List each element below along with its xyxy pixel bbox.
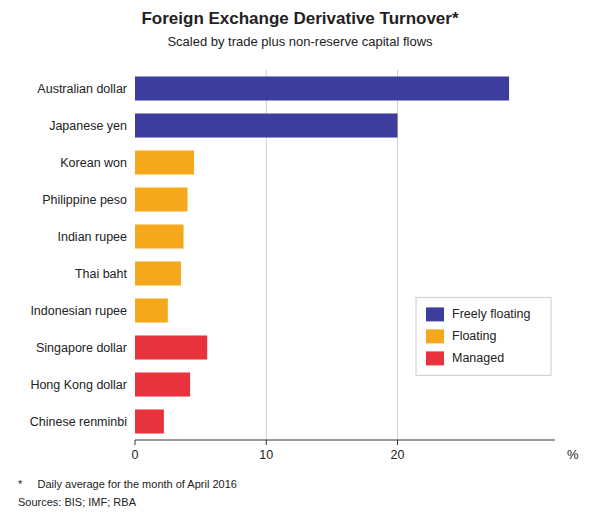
tick-label: 0	[132, 448, 139, 462]
category-label: Chinese renminbi	[30, 415, 127, 429]
tick-mark	[266, 440, 267, 445]
category-label: Singapore dollar	[36, 341, 127, 355]
tick-mark	[135, 440, 136, 445]
category-label: Hong Kong dollar	[30, 378, 127, 392]
axis-unit: %	[567, 447, 579, 462]
legend: Freely floating Floating Managed	[416, 297, 551, 375]
category-label: Korean won	[60, 156, 127, 170]
y-axis: Australian dollar Japanese yen Korean won P…	[30, 82, 128, 429]
category-label: Thai baht	[75, 267, 128, 281]
bar	[135, 409, 164, 433]
bars	[135, 76, 509, 433]
bar	[135, 261, 181, 285]
footnote: Sources: BIS; IMF; RBA	[18, 496, 137, 508]
legend-swatch	[426, 329, 444, 343]
chart: Foreign Exchange Derivative Turnover* Sca…	[0, 0, 600, 529]
bar	[135, 187, 188, 211]
category-label: Indonesian rupee	[30, 304, 127, 318]
legend-swatch	[426, 307, 444, 321]
bar	[135, 298, 168, 322]
bar	[135, 335, 207, 359]
legend-label: Floating	[452, 329, 497, 343]
category-label: Australian dollar	[37, 82, 127, 96]
subtitle: Scaled by trade plus non-reserve capital…	[167, 34, 433, 49]
legend-box	[416, 297, 551, 375]
title: Foreign Exchange Derivative Turnover*	[141, 9, 458, 28]
tick-label: 20	[391, 448, 405, 462]
tick-mark	[397, 440, 398, 445]
category-label: Japanese yen	[49, 119, 127, 133]
legend-swatch	[426, 351, 444, 365]
bar	[135, 113, 398, 137]
x-axis: 0 10 20%	[132, 440, 579, 462]
category-label: Philippine peso	[42, 193, 127, 207]
bar	[135, 372, 190, 396]
category-label: Indian rupee	[57, 230, 127, 244]
legend-label: Managed	[452, 351, 504, 365]
bar	[135, 224, 184, 248]
tick-label: 10	[259, 448, 273, 462]
bar	[135, 76, 509, 100]
axis-line	[135, 440, 555, 441]
footnote: * Daily average for the month of April 2…	[18, 478, 237, 490]
bar	[135, 150, 194, 174]
legend-label: Freely floating	[452, 307, 531, 321]
